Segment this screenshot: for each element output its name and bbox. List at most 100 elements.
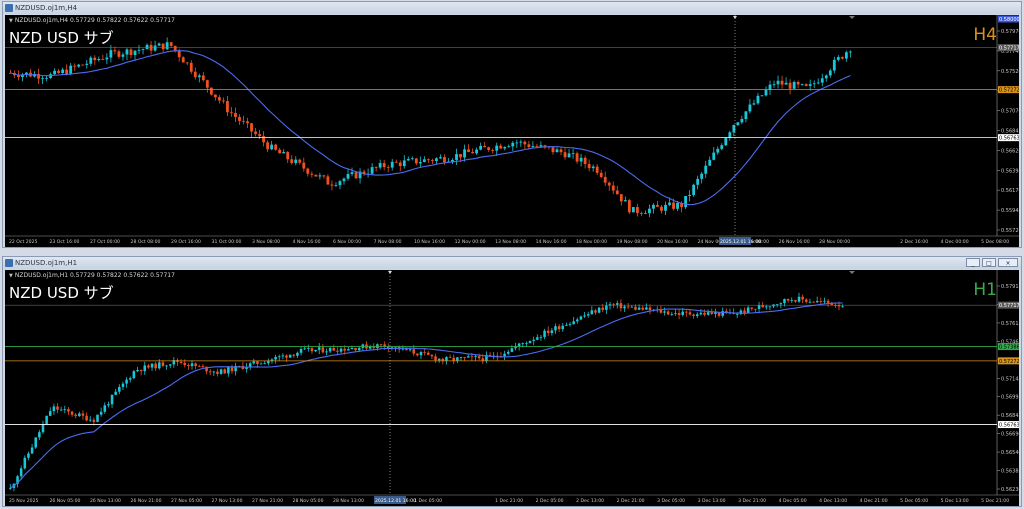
candle-body bbox=[41, 423, 45, 433]
candle-body bbox=[595, 166, 599, 173]
candle-body bbox=[390, 347, 394, 349]
candle-body bbox=[637, 307, 641, 310]
candle-body bbox=[132, 371, 136, 379]
price-chart-h4[interactable]: 0.579700.577450.575200.572950.570700.568… bbox=[5, 15, 1019, 247]
candle-body bbox=[93, 57, 97, 61]
candle-body bbox=[714, 312, 717, 315]
candle-body bbox=[141, 49, 145, 50]
candle-body bbox=[286, 152, 290, 160]
candle-body bbox=[681, 311, 684, 315]
symbol-info-line: ▼ NZDUSD.oj1m,H4 0.57729 0.57822 0.57622 … bbox=[9, 17, 175, 24]
candle-body bbox=[118, 386, 121, 392]
candle-body bbox=[481, 358, 485, 361]
candle-body bbox=[318, 175, 322, 177]
time-tick-label: 1 Dec 05:00 bbox=[414, 498, 442, 504]
candle-body bbox=[725, 311, 728, 313]
candle-body bbox=[452, 357, 455, 361]
price-tick-label: 0.56385 bbox=[1001, 469, 1019, 475]
time-tick-label: 3 Nov 08:00 bbox=[252, 239, 280, 245]
candle-body bbox=[495, 145, 499, 151]
candle-body bbox=[34, 437, 37, 448]
candle-body bbox=[181, 57, 185, 63]
candle-body bbox=[746, 307, 750, 313]
candle-body bbox=[165, 42, 169, 50]
chart-shift-marker-icon bbox=[849, 16, 855, 19]
candle-body bbox=[139, 369, 143, 372]
candle-body bbox=[716, 148, 720, 153]
candle-body bbox=[543, 330, 546, 337]
candle-body bbox=[720, 145, 724, 149]
maximize-button[interactable]: □ bbox=[982, 258, 996, 267]
candle-body bbox=[379, 344, 383, 346]
price-tag-box bbox=[998, 301, 1019, 309]
time-tick-label: 19 Nov 08:00 bbox=[617, 239, 648, 245]
candle-body bbox=[800, 84, 804, 85]
crosshair-marker-icon bbox=[733, 16, 737, 19]
chart-window-h1[interactable]: NZDUSD.oj1m,H1 _ □ × 0.579150.577650.576… bbox=[2, 256, 1022, 507]
candle-body bbox=[103, 405, 107, 412]
candle-body bbox=[101, 58, 105, 60]
candle-body bbox=[834, 305, 837, 306]
candle-body bbox=[836, 57, 840, 60]
candle-body bbox=[750, 307, 754, 309]
candle-body bbox=[16, 476, 19, 484]
candle-body bbox=[61, 69, 65, 73]
candle-body bbox=[826, 300, 830, 303]
candle-body bbox=[27, 453, 30, 458]
collapse-triangle-icon[interactable]: ▼ bbox=[9, 18, 13, 24]
crosshair-time-label: 2025.12.01 16:00 bbox=[720, 239, 761, 245]
candle-body bbox=[81, 413, 85, 416]
candle-body bbox=[294, 159, 298, 163]
candle-body bbox=[555, 149, 559, 153]
candle-body bbox=[652, 204, 655, 209]
candle-body bbox=[797, 296, 801, 302]
candle-body bbox=[631, 207, 635, 213]
candle-body bbox=[812, 83, 816, 85]
candle-body bbox=[828, 70, 832, 76]
candle-body bbox=[189, 62, 193, 72]
collapse-triangle-icon[interactable]: ▼ bbox=[9, 273, 13, 279]
crosshair-time-label: 2025.12.01 16:00 bbox=[375, 498, 416, 504]
price-tick-label: 0.56995 bbox=[1001, 395, 1019, 401]
candlestick-chart-svg[interactable]: 0.579150.577650.576150.574650.572950.571… bbox=[5, 270, 1019, 506]
time-tick-label: 3 Dec 05:00 bbox=[657, 498, 685, 504]
candlestick-chart-svg[interactable]: 0.579700.577450.575200.572950.570700.568… bbox=[5, 15, 1019, 247]
candle-body bbox=[213, 94, 217, 98]
candle-body bbox=[386, 167, 390, 168]
window-titlebar[interactable]: NZDUSD.oj1m,H4 bbox=[3, 2, 1021, 14]
candle-body bbox=[801, 296, 804, 300]
window-titlebar[interactable]: NZDUSD.oj1m,H1 _ □ × bbox=[3, 257, 1021, 269]
time-tick-label: 28 Oct 08:00 bbox=[131, 239, 161, 245]
candle-body bbox=[37, 73, 40, 79]
candle-body bbox=[699, 312, 703, 315]
candle-body bbox=[521, 343, 525, 345]
candle-body bbox=[63, 409, 67, 410]
price-chart-h1[interactable]: 0.579150.577650.576150.574650.572950.571… bbox=[5, 270, 1019, 506]
candle-body bbox=[623, 306, 626, 309]
time-tick-label: 4 Dec 00:00 bbox=[941, 239, 969, 245]
candle-body bbox=[59, 409, 63, 411]
candle-body bbox=[143, 365, 147, 372]
minimize-button[interactable]: _ bbox=[966, 258, 980, 267]
time-tick-label: 28 Nov 05:00 bbox=[293, 498, 324, 504]
candle-body bbox=[274, 356, 277, 360]
candle-body bbox=[161, 362, 165, 366]
candle-body bbox=[603, 176, 607, 183]
candle-body bbox=[680, 202, 683, 208]
candle-body bbox=[735, 313, 739, 315]
candle-body bbox=[121, 54, 125, 57]
candle-body bbox=[426, 159, 430, 161]
candle-body bbox=[597, 307, 601, 313]
price-tag-label: 0.57386 bbox=[999, 345, 1019, 351]
candle-body bbox=[179, 361, 183, 363]
time-tick-label: 27 Oct 00:00 bbox=[90, 239, 120, 245]
candle-body bbox=[274, 144, 278, 150]
candle-body bbox=[470, 356, 474, 358]
candle-body bbox=[572, 321, 575, 325]
candle-body bbox=[129, 49, 133, 56]
candle-body bbox=[183, 362, 187, 366]
close-button[interactable]: × bbox=[998, 258, 1018, 267]
candle-body bbox=[561, 325, 565, 330]
candle-body bbox=[121, 383, 125, 387]
